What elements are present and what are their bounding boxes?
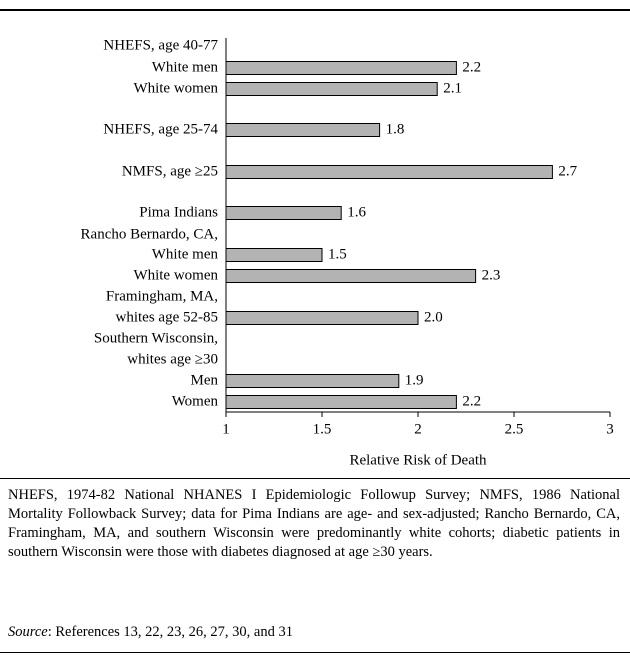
chart: Relative Risk of Death 1 1.5 2 2.5 3 NHEFS, a…: [81, 37, 614, 468]
value-label: 2.3: [482, 267, 501, 283]
y-tick-label: NHEFS, age 25-74: [103, 121, 218, 137]
bar: [225, 165, 553, 179]
value-label: 1.9: [405, 372, 424, 388]
source-text: : References 13, 22, 23, 26, 27, 30, and…: [47, 624, 293, 640]
x-tick-label: 3: [606, 421, 614, 437]
y-tick-label: NMFS, age ≥25: [122, 163, 218, 179]
value-label: 1.5: [328, 246, 347, 262]
y-tick-label: whites age ≥30: [127, 351, 218, 367]
divider: [0, 478, 630, 479]
x-tick-label: 1.5: [313, 421, 332, 437]
top-rule: [0, 9, 630, 11]
y-tick-label: Rancho Bernardo, CA,: [81, 226, 218, 242]
y-tick-label: NHEFS, age 40-77: [103, 37, 218, 53]
y-tick-label: White men: [152, 59, 219, 75]
value-label: 2.2: [462, 393, 481, 409]
notes: NHEFS, 1974-82 National NHANES I Epidemi…: [8, 487, 620, 560]
y-tick-label: Men: [191, 372, 219, 388]
y-tick-label: White men: [152, 246, 219, 262]
value-label: 1.6: [347, 204, 366, 220]
y-tick-label: Southern Wisconsin,: [94, 330, 218, 346]
value-label: 2.1: [443, 80, 462, 96]
y-tick-label: Framingham, MA,: [106, 288, 218, 304]
bar: [225, 82, 438, 96]
value-label: 2.2: [462, 59, 481, 75]
y-tick-label: whites age 52-85: [116, 309, 218, 325]
y-tick-label: White women: [133, 267, 218, 283]
x-tick-label: 1: [222, 421, 230, 437]
value-label: 2.0: [424, 309, 443, 325]
bar: [225, 374, 400, 388]
y-tick-label: Pima Indians: [139, 204, 218, 220]
source: Source: References 13, 22, 23, 26, 27, 3…: [8, 624, 293, 641]
bottom-rule: [0, 652, 630, 653]
value-label: 2.7: [558, 163, 577, 179]
y-tick-label: White women: [133, 80, 218, 96]
bar: [225, 395, 457, 409]
x-axis-label: Relative Risk of Death: [349, 452, 487, 468]
source-label: Source: [8, 624, 48, 640]
bar: [225, 311, 419, 325]
bar: [225, 248, 323, 262]
bar: [225, 269, 477, 283]
x-tick-label: 2.5: [505, 421, 524, 437]
bar: [225, 61, 457, 75]
x-tick-label: 2: [414, 421, 422, 437]
bar: [225, 206, 342, 220]
bar: [225, 123, 381, 137]
y-tick-label: Women: [172, 393, 219, 409]
value-label: 1.8: [386, 121, 405, 137]
